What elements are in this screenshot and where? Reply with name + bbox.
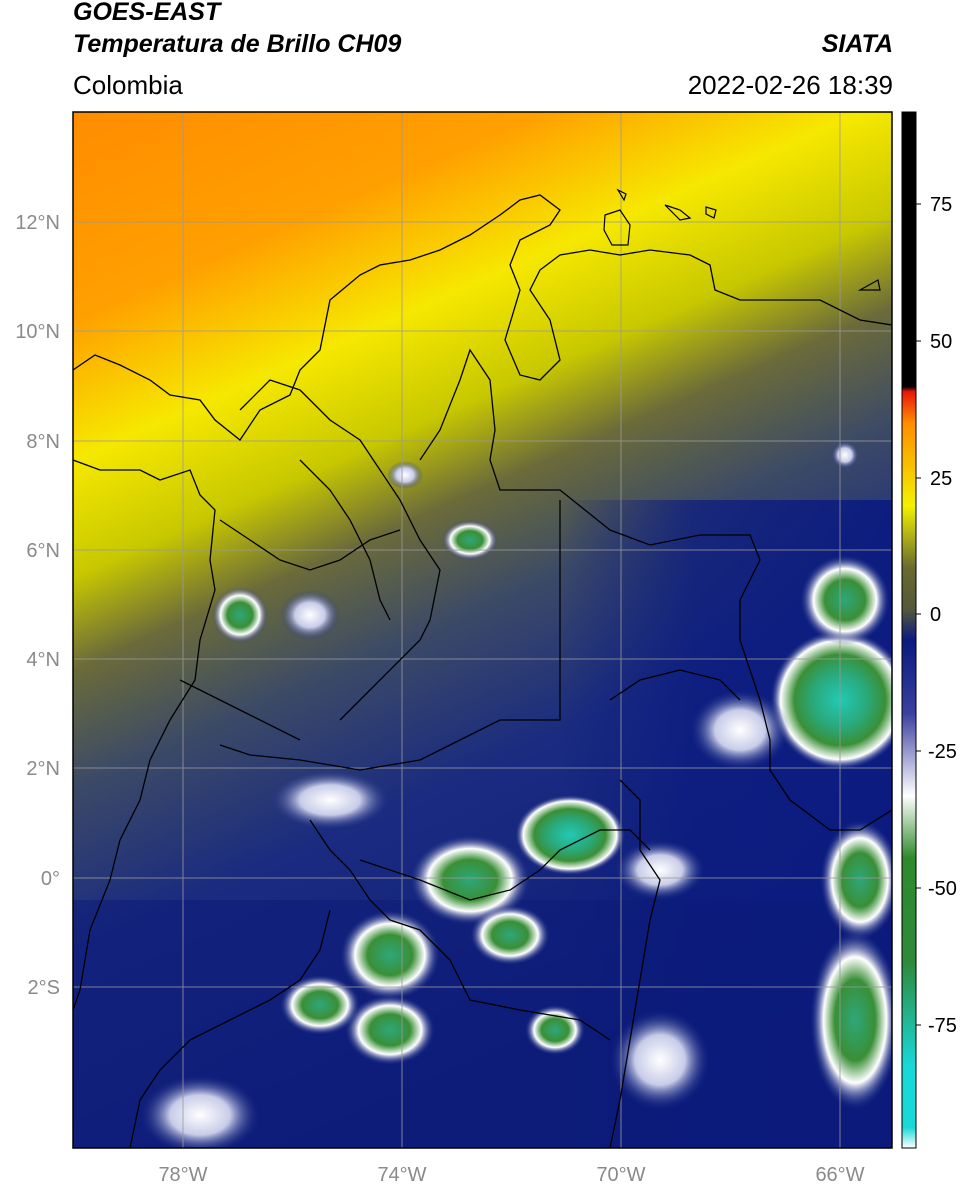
convective-cell [212, 587, 268, 643]
convective-cell [690, 690, 790, 770]
island [616, 188, 627, 202]
department-boundary [299, 459, 391, 621]
convective-cell [280, 975, 360, 1035]
colorbar-ticks [916, 203, 921, 1026]
colorbar-label-minus75: -75 [928, 1015, 957, 1037]
convective-cell [140, 1075, 260, 1148]
lat-label-12n: 12°N [15, 212, 60, 234]
lat-label-4n: 4°N [26, 649, 60, 671]
colombia-venezuela-border [419, 348, 892, 831]
internal-boundary [609, 669, 741, 701]
brazil-border [609, 779, 661, 1148]
convective-cell [410, 835, 530, 925]
lat-label-8n: 8°N [26, 431, 60, 453]
graticule [73, 112, 892, 1148]
lon-label-70w: 70°W [596, 1164, 645, 1186]
longitude-labels: 78°W 74°W 70°W 66°W [158, 1164, 864, 1186]
island [705, 206, 717, 219]
department-boundary [219, 519, 401, 571]
colorbar: 75 50 25 0 -25 -50 -75 [901, 111, 957, 1149]
convective-cell [270, 770, 390, 830]
lon-label-66w: 66°W [815, 1164, 864, 1186]
convective-cell [810, 930, 892, 1110]
island [857, 279, 881, 291]
convective-cell [610, 1010, 710, 1110]
pacific-coastline [73, 459, 216, 1011]
island [664, 204, 692, 221]
convective-cell [831, 441, 859, 469]
islands [603, 188, 881, 291]
convective-cell [515, 795, 625, 875]
southern-boundary [129, 909, 331, 1148]
colorbar-label-0: 0 [930, 604, 941, 626]
convective-cell [340, 910, 440, 1000]
product-title: GOES-EAST [73, 0, 221, 26]
convective-cell [280, 590, 340, 640]
political-boundaries [73, 194, 892, 1148]
colorbar-frame [901, 111, 917, 1149]
map-frame [72, 111, 893, 1149]
region-label: Colombia [73, 70, 183, 100]
brand-label: SIATA [821, 30, 893, 58]
lat-label-6n: 6°N [26, 540, 60, 562]
convective-cell [345, 995, 435, 1065]
island [603, 209, 631, 246]
convective-cell [442, 520, 498, 560]
colorbar-label-25: 25 [930, 468, 952, 490]
lat-label-10n: 10°N [15, 321, 60, 343]
convective-cell [770, 630, 892, 770]
colorbar-label-minus25: -25 [928, 741, 957, 763]
department-boundary [239, 379, 441, 721]
colombia-peru-border [359, 829, 651, 901]
imagery-layer [73, 112, 892, 1148]
convective-cell [470, 905, 550, 965]
timestamp-label: 2022-02-26 18:39 [687, 70, 893, 100]
ecuador-peru-border [309, 819, 611, 1041]
convective-cell [387, 461, 423, 489]
internal-boundary [219, 500, 561, 771]
colorbar-scale [902, 112, 916, 1148]
convective-cell [615, 840, 705, 900]
lat-label-0: 0° [41, 868, 60, 890]
department-boundary [179, 679, 301, 741]
lat-label-2s: 2°S [28, 977, 60, 999]
convective-cell [525, 1005, 585, 1055]
caribbean-coastline [73, 194, 892, 441]
convective-cell [820, 820, 892, 940]
colorbar-label-50: 50 [930, 331, 952, 353]
convective-cell [800, 555, 890, 645]
product-subtitle: Temperatura de Brillo CH09 [73, 30, 402, 58]
colorbar-label-75: 75 [930, 194, 952, 216]
latitude-labels: 12°N 10°N 8°N 6°N 4°N 2°N 0° 2°S [15, 212, 60, 999]
lat-label-2n: 2°N [26, 758, 60, 780]
colorbar-label-minus50: -50 [928, 878, 957, 900]
lon-label-78w: 78°W [158, 1164, 207, 1186]
lon-label-74w: 74°W [377, 1164, 426, 1186]
